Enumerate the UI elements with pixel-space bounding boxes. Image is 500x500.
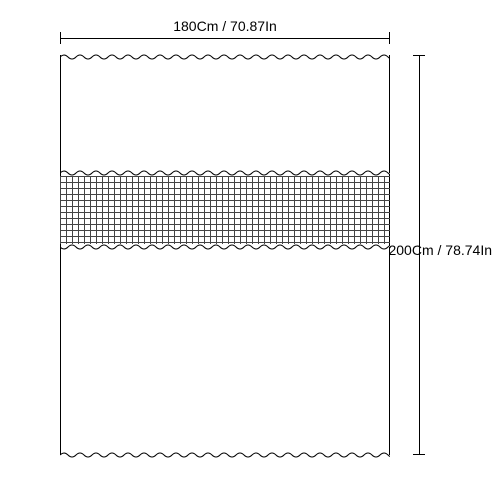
bottom-wavy-edge — [60, 449, 390, 461]
height-measure-line — [419, 55, 420, 455]
mesh-band — [60, 170, 390, 250]
mesh-bottom-wave — [60, 242, 390, 252]
width-label: 180Cm / 70.87In — [60, 18, 390, 34]
mesh-grid — [60, 176, 390, 244]
height-label: 200Cm / 78.74In — [388, 242, 492, 258]
product-outline — [60, 55, 390, 455]
width-measure-line — [60, 38, 390, 39]
diagram-canvas: 180Cm / 70.87In 200Cm / 78.74In — [0, 0, 500, 500]
mesh-top-wave — [60, 168, 390, 178]
top-wavy-edge — [60, 51, 390, 63]
